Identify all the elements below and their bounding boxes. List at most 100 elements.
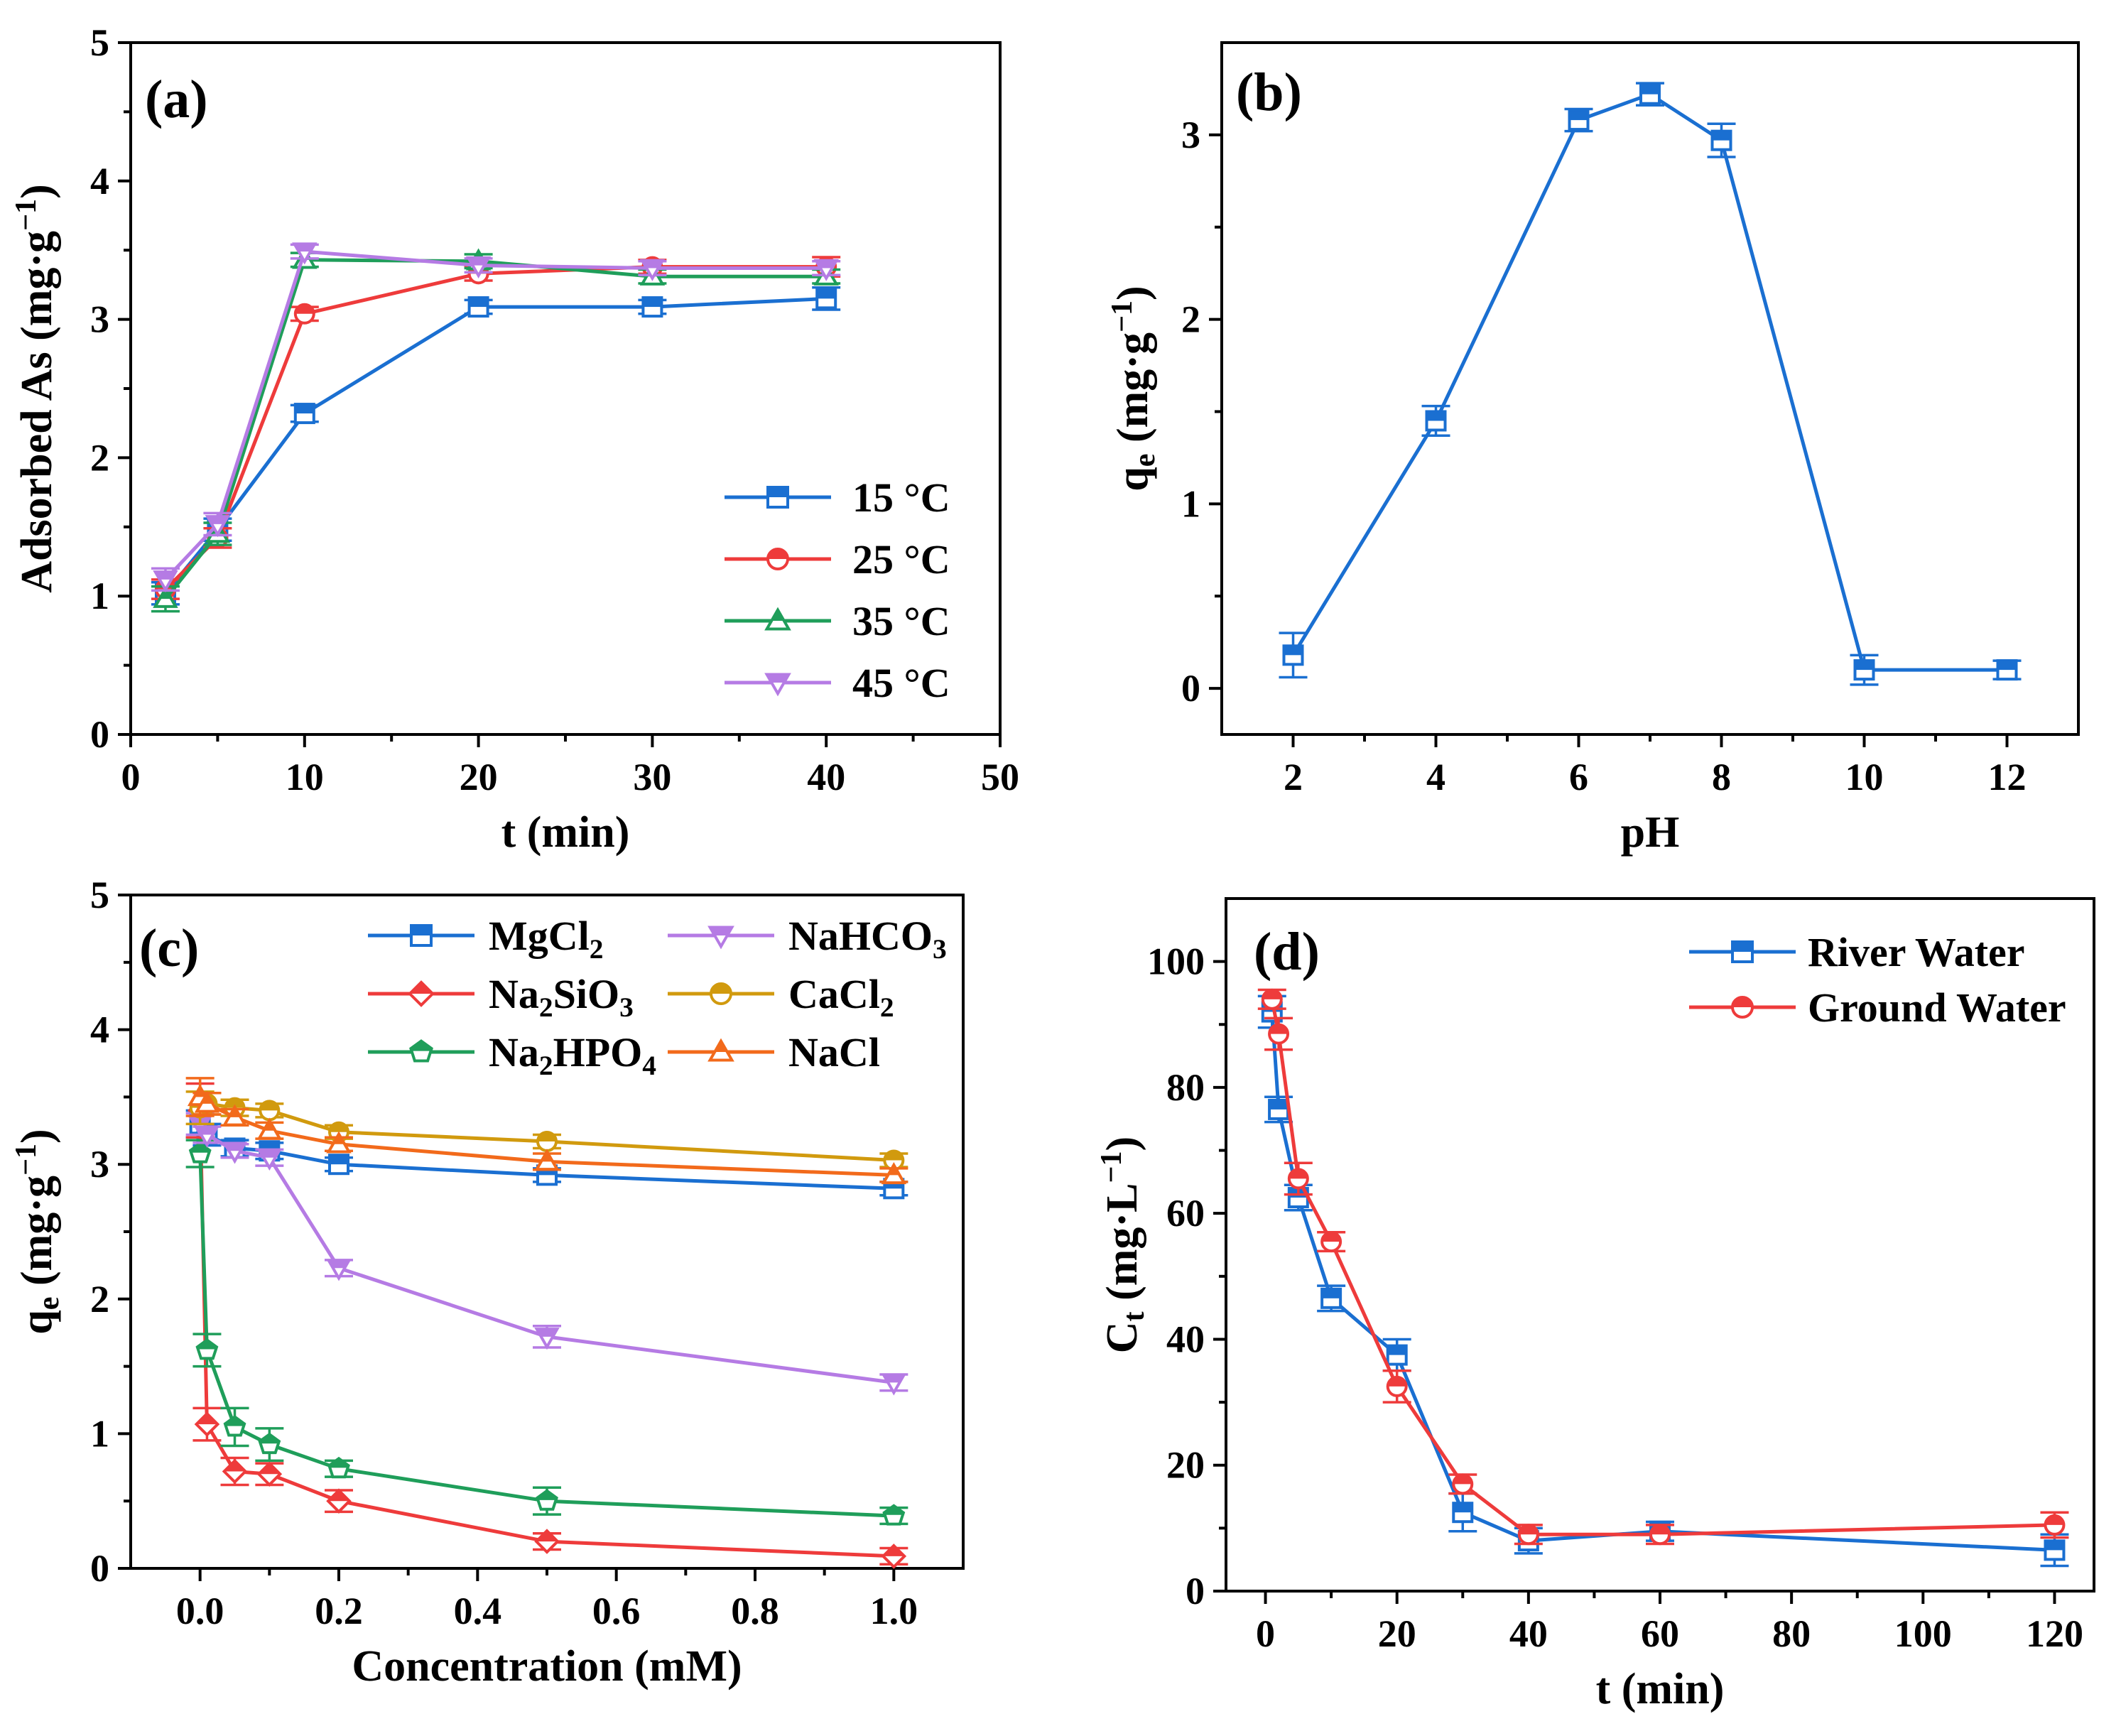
x-tick-label: 0.2 (315, 1590, 363, 1632)
data-point-fill (1651, 1525, 1669, 1535)
legend-marker-fill (710, 927, 732, 935)
x-tick-label: 100 (1894, 1612, 1952, 1655)
data-point-fill (264, 1120, 276, 1131)
legend-label: 45 °C (852, 660, 950, 706)
x-axis-title: t (min) (501, 808, 630, 857)
data-point-fill (1284, 646, 1303, 656)
series-ph-series (1279, 82, 2022, 686)
data-point-fill (259, 1463, 281, 1475)
y-tick-label: 2 (1181, 298, 1200, 341)
x-tick-label: 60 (1641, 1612, 1679, 1655)
series-line (1291, 92, 2007, 672)
data-point-fill (1997, 661, 2017, 671)
panel-label: (d) (1254, 922, 1320, 982)
x-tick-label: 0.0 (176, 1590, 224, 1632)
y-tick-label: 3 (1181, 114, 1200, 156)
data-point-fill (229, 1107, 241, 1117)
legend-label: Na2HPO4 (489, 1029, 656, 1081)
y-tick-label: 0 (90, 1547, 109, 1590)
x-tick-label: 0 (121, 756, 141, 798)
y-tick-label: 2 (90, 1278, 109, 1320)
legend: 15 °C 25 °C 35 °C 45 °C (725, 474, 950, 706)
legend-label: 25 °C (852, 536, 950, 582)
x-tick-label: 120 (2026, 1612, 2083, 1655)
data-point-fill (155, 572, 176, 580)
series-ground-water (1257, 988, 2069, 1546)
x-tick-label: 10 (286, 756, 324, 798)
panel-d: 0 20 40 60 80 100 120 0 20 40 60 80 100 t (min) Ct (mg… (1095, 897, 2095, 1713)
data-point-fill (1426, 411, 1445, 421)
data-point-fill (259, 1149, 280, 1158)
data-point-fill (1453, 1475, 1472, 1485)
legend-label: 15 °C (852, 474, 950, 521)
legend-marker-fill (1732, 942, 1752, 952)
y-tick-label: 5 (90, 874, 109, 916)
data-point-fill (538, 1132, 556, 1141)
legend-marker-fill (711, 984, 731, 994)
y-tick-label: 0 (1181, 667, 1200, 710)
y-tick-label: 1 (1181, 482, 1200, 525)
data-point-fill (329, 1458, 349, 1468)
x-axis-title: t (min) (1596, 1665, 1725, 1713)
legend-marker-fill (771, 609, 784, 621)
x-tick-label: 30 (633, 756, 671, 798)
data-point-fill (884, 1151, 904, 1161)
data-point-fill (2045, 1541, 2064, 1551)
legend-label: Ground Water (1808, 984, 2066, 1031)
data-point-fill (1712, 131, 1731, 141)
x-tick-label: 80 (1772, 1612, 1811, 1655)
data-point-fill (201, 1093, 213, 1104)
y-tick-label: 40 (1166, 1318, 1205, 1360)
data-point-fill (1387, 1345, 1406, 1355)
data-point-fill (1855, 661, 1874, 671)
data-point-fill (330, 1155, 348, 1165)
legend-marker-fill (768, 549, 788, 559)
x-tick-label: 1.0 (870, 1590, 918, 1632)
legend-label: MgCl2 (489, 913, 603, 965)
data-point-fill (224, 1416, 245, 1426)
legend-label: Na2SiO3 (489, 971, 634, 1023)
x-tick-label: 6 (1569, 756, 1588, 798)
data-point-fill (884, 1505, 904, 1515)
data-point-fill (160, 588, 171, 600)
legend-marker-fill (768, 487, 788, 497)
data-point-fill (1387, 1377, 1406, 1387)
data-point-fill (883, 1545, 905, 1556)
x-tick-label: 10 (1845, 756, 1884, 798)
data-point-fill (536, 1329, 558, 1337)
y-tick-label: 100 (1147, 940, 1205, 983)
data-point-fill (224, 1460, 246, 1472)
data-point-fill (197, 1340, 217, 1350)
data-point-fill (817, 289, 836, 299)
series-na2sio3 (185, 1082, 908, 1569)
x-tick-label: 0.8 (731, 1590, 779, 1632)
legend-label: CaCl2 (788, 971, 894, 1023)
data-point-fill (1322, 1289, 1341, 1298)
x-tick-label: 0.4 (454, 1590, 502, 1632)
y-tick-label: 5 (90, 21, 109, 64)
x-tick-label: 2 (1284, 756, 1303, 798)
series-line (164, 296, 827, 595)
data-point-fill (469, 298, 488, 308)
y-axis-title: qe (mg·g−1) (9, 1129, 65, 1334)
x-tick-label: 8 (1712, 756, 1731, 798)
data-point-fill (536, 1531, 558, 1542)
data-point-fill (259, 1434, 279, 1444)
data-point-fill (295, 304, 314, 314)
panel-label: (a) (145, 70, 208, 129)
y-tick-label: 0 (90, 713, 109, 756)
data-point-fill (224, 1143, 245, 1151)
x-tick-label: 50 (981, 756, 1019, 798)
legend-marker-fill (411, 926, 431, 935)
data-point-fill (643, 298, 662, 308)
legend-marker-fill (766, 674, 789, 683)
data-point-fill (333, 1134, 345, 1144)
data-point-fill (884, 1374, 904, 1383)
data-point-fill (190, 1143, 210, 1153)
x-tick-label: 40 (1509, 1612, 1548, 1655)
legend-marker-fill (1732, 997, 1752, 1007)
data-point-fill (1641, 85, 1659, 94)
legend: River Water Ground Water (1689, 929, 2066, 1031)
x-axis-title: Concentration (mM) (352, 1642, 742, 1691)
